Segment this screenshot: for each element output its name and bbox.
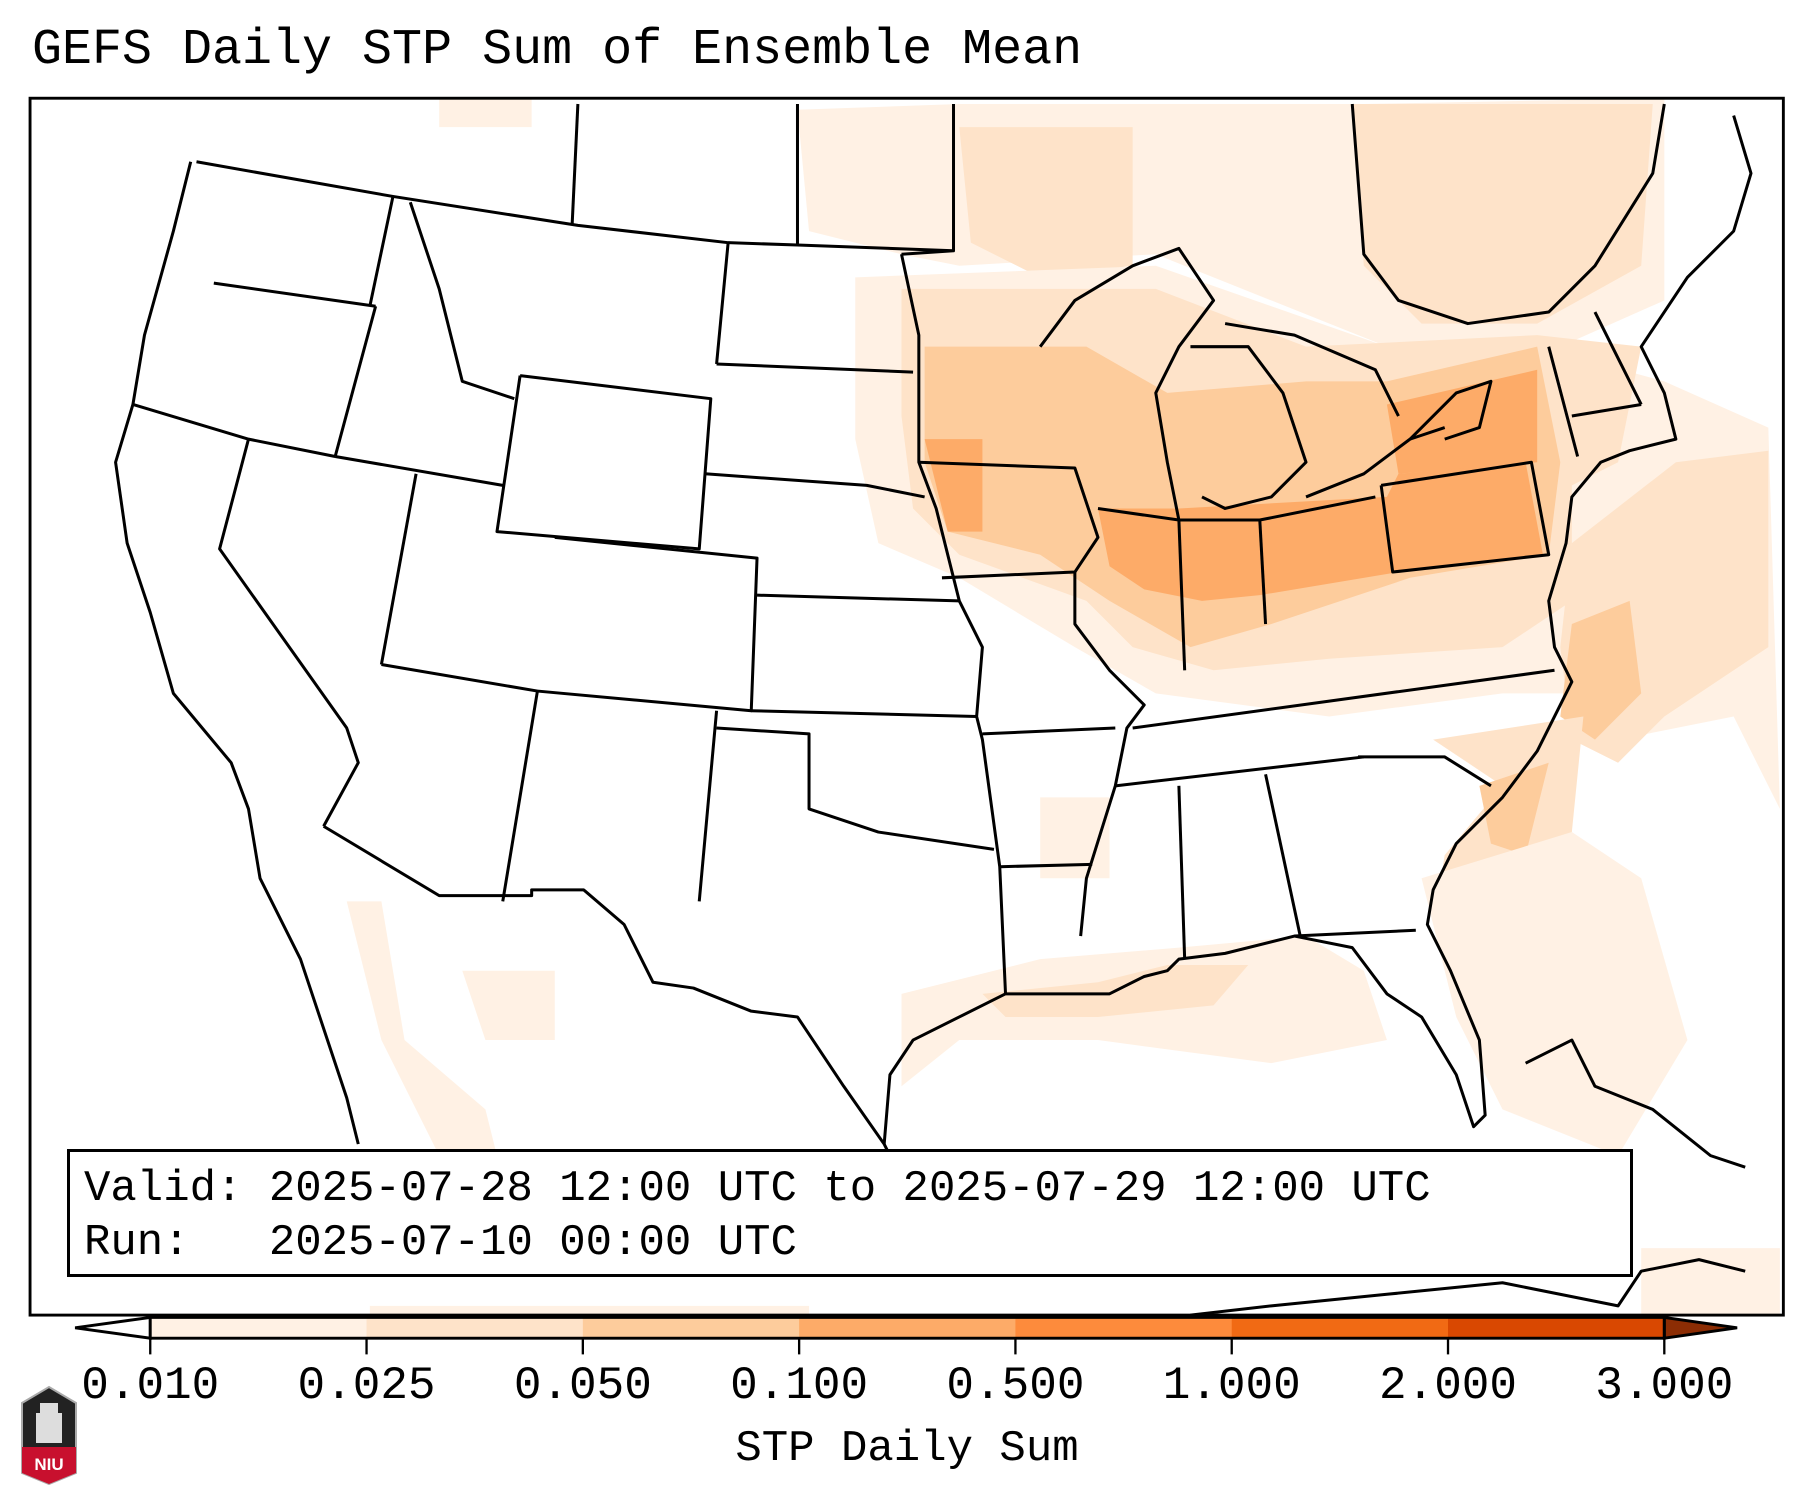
boundary-line [1593,311,1643,406]
boundary-line [704,472,925,499]
boundary-line [218,438,360,827]
boundary-line [1305,426,1446,499]
colorbar-segment [582,1317,800,1339]
boundary-line [715,242,730,365]
boundary-line [918,460,1100,580]
boundary-line [1294,928,1416,938]
boundary-line [1258,519,1268,625]
boundary-line [322,824,892,1157]
boundary-line [1038,246,1216,521]
colorbar-segment [366,1317,584,1339]
stp-shade-region [1421,832,1688,1156]
boundary-line [900,253,1008,994]
stp-shading [346,98,1780,1316]
stp-shade-region [346,901,497,1156]
colorbar-tick-label: 0.025 [297,1360,436,1412]
boundary-line [381,663,538,693]
stp-shade-region [1560,600,1642,740]
colorbar-tick-label: 0.010 [81,1360,220,1412]
state-borders [114,103,1753,1316]
boundary-line [1524,1038,1746,1169]
boundary-line [1132,668,1555,730]
boundary-line [495,374,713,551]
stp-shade-region [439,98,532,128]
boundary-line [1177,519,1187,671]
boundary-line [333,305,378,457]
boundary-line [982,726,1116,736]
plot-frame [28,96,1785,1317]
niu-logo: NIU [21,1385,77,1485]
boundary-line [1408,379,1493,441]
boundary-line [999,862,1093,869]
boundary-line [537,535,759,713]
colorbar-tick-label: 0.050 [513,1360,652,1412]
boundary-line [1177,785,1187,960]
boundary-line [1224,322,1400,417]
boundary-line [1190,1258,1746,1316]
colorbar-extend-high [1662,1315,1738,1340]
colorbar-segment [1231,1317,1449,1339]
boundary-line [1073,572,1146,937]
boundary-line [1097,495,1376,522]
valid-run-info-box: Valid: 2025-07-28 12:00 UTC to 2025-07-2… [67,1149,1633,1277]
boundary-line [1115,755,1364,788]
boundary-line [368,196,395,307]
boundary-line [716,726,995,851]
stp-shade-region [462,970,555,1041]
colorbar-tick-label: 2.000 [1378,1360,1518,1412]
boundary-line [213,281,376,308]
boundary-line [1571,402,1642,418]
colorbar-extend-low [74,1315,152,1340]
boundary-line [501,690,539,902]
colorbar-segment [799,1317,1017,1339]
boundary-line [1358,755,1492,788]
stp-shade-region [1479,762,1549,856]
boundary-line [408,201,515,401]
boundary-line [1379,460,1551,574]
stp-shade-region [1352,104,1653,324]
stp-shade-region [959,127,1133,278]
colorbar-tick-label: 1.000 [1162,1360,1301,1412]
colorbar-segment [1448,1317,1665,1339]
boundary-line [1264,773,1302,937]
boundary-line [1350,103,1666,326]
boundary-line [1547,346,1580,457]
chart-title: GEFS Daily STP Sum of Ensemble Mean [32,22,1083,79]
colorbar-tick-label: 0.100 [730,1360,869,1412]
colorbar-outline [148,1315,1666,1340]
valid-time-text: Valid: 2025-07-28 12:00 UTC to 2025-07-2… [84,1164,1431,1214]
stp-shade-region [369,1305,810,1316]
boundary-line [697,710,719,902]
colorbar-tick-label: 3.000 [1595,1360,1734,1412]
colorbar-segment [1015,1317,1233,1339]
boundary-line [379,473,418,665]
colorbar-label: STP Daily Sum [735,1424,1079,1474]
boundary-line [334,454,504,487]
boundary-line [132,403,336,458]
boundary-line [114,161,360,1145]
stp-shade-region [1641,1248,1780,1316]
boundary-line [570,103,580,226]
run-time-text: Run: 2025-07-10 00:00 UTC [84,1218,797,1268]
boundary-line [756,593,960,603]
colorbar-segment [150,1317,368,1339]
boundary-line [882,115,1753,1145]
boundary-line [751,709,977,718]
colorbar [74,1315,1738,1355]
colorbar-tick-label: 0.500 [946,1360,1085,1412]
boundary-line [1190,345,1308,510]
boundary-line [716,362,914,374]
logo-text: NIU [34,1455,63,1474]
